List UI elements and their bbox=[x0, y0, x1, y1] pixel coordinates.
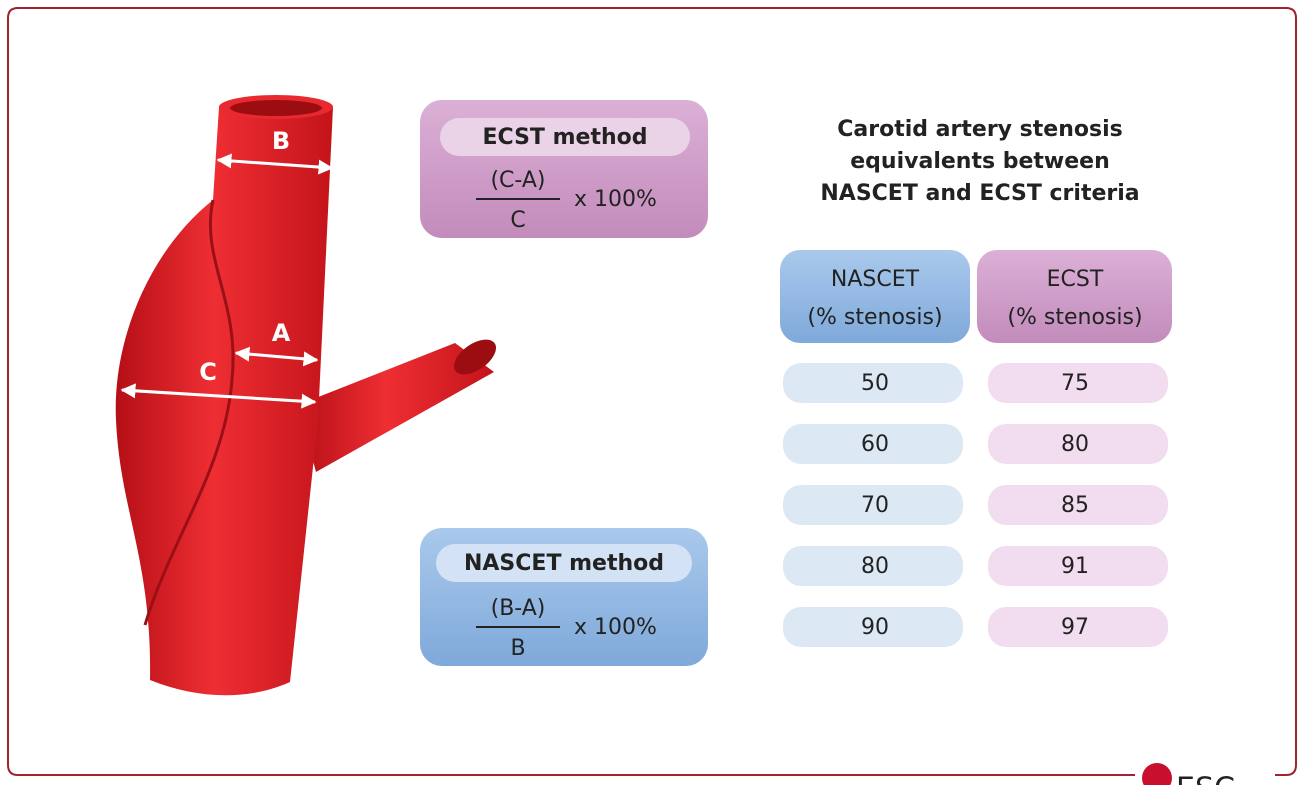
table-cell: 80 bbox=[861, 554, 889, 579]
label-b: B bbox=[272, 127, 290, 155]
table-cell: 80 bbox=[1061, 432, 1089, 457]
method-title: ECST method bbox=[483, 125, 648, 150]
table-cell: 91 bbox=[1061, 554, 1089, 579]
table-cell: 97 bbox=[1061, 615, 1089, 640]
table-cell: 50 bbox=[861, 371, 889, 396]
table-cell: 90 bbox=[861, 615, 889, 640]
table-cell: 75 bbox=[1061, 371, 1089, 396]
label-c: C bbox=[199, 358, 217, 386]
column-header: NASCET bbox=[831, 267, 920, 292]
column-unit: (% stenosis) bbox=[807, 305, 942, 330]
column-header: ECST bbox=[1047, 267, 1104, 292]
table-title: equivalents between bbox=[850, 149, 1109, 174]
column-unit: (% stenosis) bbox=[1007, 305, 1142, 330]
table: Carotid artery stenosis equivalents betwe… bbox=[780, 117, 1172, 647]
numerator: (B-A) bbox=[491, 596, 546, 621]
denominator: C bbox=[510, 208, 525, 233]
table-title: Carotid artery stenosis bbox=[837, 117, 1122, 142]
logo: ESC bbox=[1138, 760, 1272, 785]
logo-text: ESC bbox=[1176, 772, 1235, 785]
table-cell: 85 bbox=[1061, 493, 1089, 518]
page: B A C ECST method (C-A) C x 100% NASCET … bbox=[0, 0, 1304, 785]
table-title: NASCET and ECST criteria bbox=[820, 181, 1139, 206]
method-title: NASCET method bbox=[464, 551, 664, 576]
table-cell: 60 bbox=[861, 432, 889, 457]
numerator: (C-A) bbox=[490, 168, 545, 193]
nascet-box: NASCET method (B-A) B x 100% bbox=[420, 528, 708, 666]
table-cell: 70 bbox=[861, 493, 889, 518]
ecst-box: ECST method (C-A) C x 100% bbox=[420, 100, 708, 238]
multiplier: x 100% bbox=[574, 187, 657, 212]
label-a: A bbox=[272, 319, 291, 347]
denominator: B bbox=[510, 636, 525, 661]
figure: B A C ECST method (C-A) C x 100% NASCET … bbox=[0, 0, 1304, 785]
multiplier: x 100% bbox=[574, 615, 657, 640]
